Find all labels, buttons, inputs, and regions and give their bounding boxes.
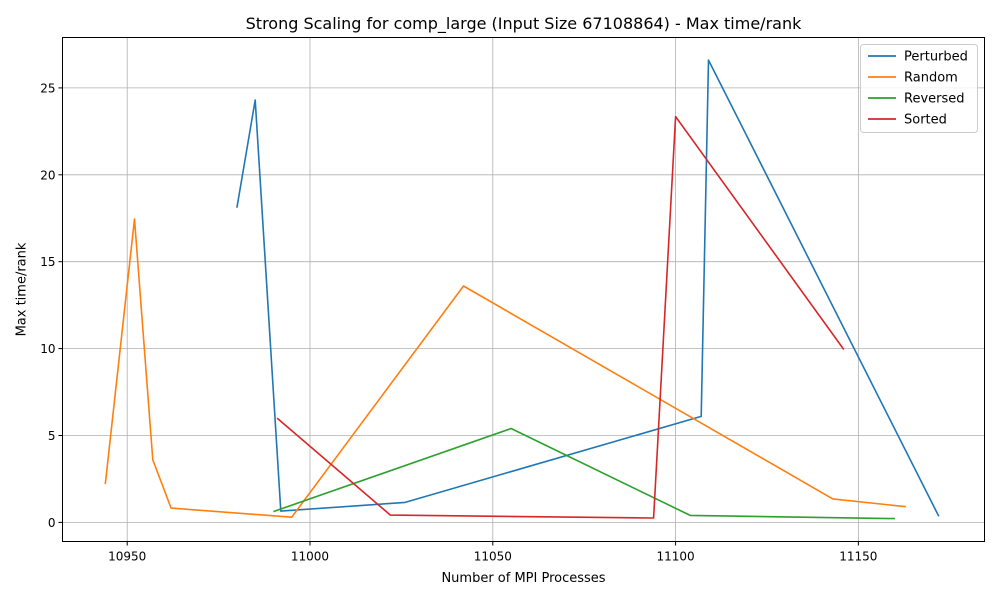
y-axis-ticks: 0 5 10 15 20 25: [40, 81, 63, 530]
series-line-reversed: [273, 427, 895, 520]
x-tick-label: 11100: [656, 550, 694, 564]
plot-frame: [62, 37, 985, 542]
series-line-random: [104, 218, 906, 519]
grid-lines: [62, 37, 985, 542]
legend: Perturbed Random Reversed Sorted: [860, 44, 978, 133]
chart-title: Strong Scaling for comp_large (Input Siz…: [246, 14, 802, 34]
y-axis-label: Max time/rank: [15, 242, 30, 336]
legend-label-perturbed: Perturbed: [904, 50, 968, 65]
x-tick-label: 11050: [474, 550, 512, 564]
x-tick-label: 10950: [108, 550, 146, 564]
y-tick-label: 15: [40, 255, 55, 269]
x-tick-label: 11000: [291, 550, 329, 564]
series-line-sorted: [276, 115, 845, 519]
x-axis-ticks: 10950 11000 11050 11100 11150: [108, 541, 877, 564]
y-tick-label: 5: [48, 429, 56, 443]
x-tick-label: 11150: [839, 550, 877, 564]
y-tick-label: 0: [48, 516, 56, 530]
series-line-perturbed: [236, 59, 940, 517]
series-lines: [104, 59, 940, 520]
y-tick-label: 25: [40, 81, 55, 95]
y-tick-label: 20: [40, 168, 55, 182]
legend-label-sorted: Sorted: [904, 113, 947, 128]
x-axis-label: Number of MPI Processes: [441, 571, 605, 586]
y-tick-label: 10: [40, 342, 55, 356]
legend-label-random: Random: [904, 71, 958, 86]
legend-label-reversed: Reversed: [904, 92, 965, 107]
legend-box: [860, 44, 978, 133]
